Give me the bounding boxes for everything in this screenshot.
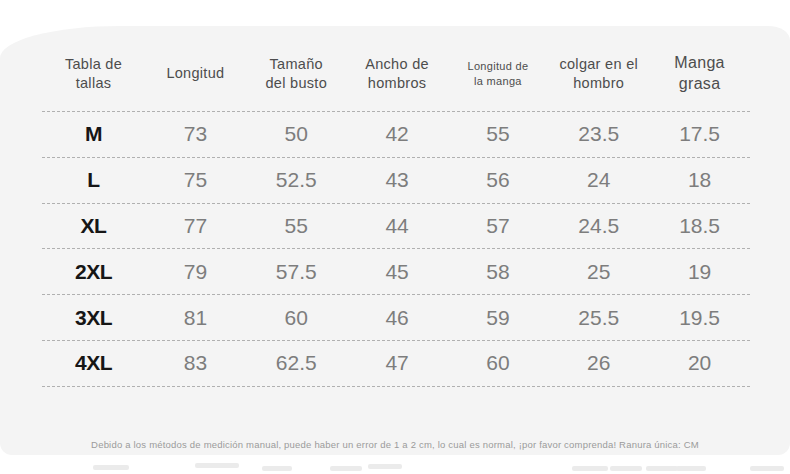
decorative-smudge [610,466,642,471]
value-cell: 42 [347,122,448,146]
value-cell: 44 [347,214,448,238]
decorative-smudge [93,465,129,470]
table-row-l: L 75 52.5 43 56 24 18 [42,158,750,204]
value-cell: 83 [145,351,246,375]
value-cell: 46 [347,306,448,330]
value-cell: 19 [649,260,750,284]
value-cell: 20 [649,351,750,375]
value-cell: 52.5 [246,168,347,192]
table-row-xl: XL 77 55 44 57 24.5 18.5 [42,204,750,250]
value-cell: 59 [448,306,549,330]
value-cell: 60 [448,351,549,375]
table-row-m: M 73 50 42 55 23.5 17.5 [42,112,750,158]
size-cell: L [42,168,145,192]
size-table: Tabla de tallas Longitud Tamaño del bust… [42,26,750,387]
value-cell: 19.5 [649,306,750,330]
column-header-ancho-de-hombros: Ancho de hombros [347,55,448,92]
value-cell: 81 [145,306,246,330]
value-cell: 43 [347,168,448,192]
value-cell: 56 [448,168,549,192]
value-cell: 25 [548,260,649,284]
value-cell: 55 [448,122,549,146]
size-cell: 4XL [42,351,145,375]
decorative-smudge [646,466,678,471]
decorative-smudge [676,466,706,471]
value-cell: 57.5 [246,260,347,284]
column-header-tabla-de-tallas: Tabla de tallas [42,55,145,92]
value-cell: 45 [347,260,448,284]
value-cell: 57 [448,214,549,238]
decorative-smudge [262,466,292,471]
value-cell: 24.5 [548,214,649,238]
value-cell: 26 [548,351,649,375]
value-cell: 18 [649,168,750,192]
value-cell: 60 [246,306,347,330]
value-cell: 79 [145,260,246,284]
value-cell: 50 [246,122,347,146]
table-header-row: Tabla de tallas Longitud Tamaño del bust… [42,26,750,112]
size-cell: 2XL [42,260,145,284]
value-cell: 23.5 [548,122,649,146]
size-chart-card: Tabla de tallas Longitud Tamaño del bust… [0,26,790,455]
value-cell: 47 [347,351,448,375]
value-cell: 24 [548,168,649,192]
column-header-colgar-en-el-hombro: colgar en el hombro [548,55,649,92]
size-chart-image: Tabla de tallas Longitud Tamaño del bust… [0,0,790,474]
decorative-smudge [195,463,239,468]
size-cell: XL [42,214,145,238]
column-header-manga-grasa: Manga grasa [649,53,750,94]
table-row-2xl: 2XL 79 57.5 45 58 25 19 [42,249,750,295]
value-cell: 17.5 [649,122,750,146]
value-cell: 18.5 [649,214,750,238]
value-cell: 73 [145,122,246,146]
decorative-smudge [572,466,608,471]
column-header-longitud: Longitud [145,64,246,83]
decorative-smudge [368,464,402,469]
value-cell: 55 [246,214,347,238]
decorative-smudge [750,466,784,471]
measurement-note: Debido a los métodos de medición manual,… [0,439,790,450]
size-cell: M [42,122,145,146]
table-row-3xl: 3XL 81 60 46 59 25.5 19.5 [42,295,750,341]
column-header-longitud-de-la-manga: Longitud de la manga [448,59,549,89]
column-header-tamano-del-busto: Tamaño del busto [246,55,347,92]
value-cell: 58 [448,260,549,284]
value-cell: 25.5 [548,306,649,330]
value-cell: 62.5 [246,351,347,375]
size-cell: 3XL [42,306,145,330]
value-cell: 75 [145,168,246,192]
value-cell: 77 [145,214,246,238]
decorative-smudge [330,466,362,471]
table-row-4xl: 4XL 83 62.5 47 60 26 20 [42,341,750,387]
